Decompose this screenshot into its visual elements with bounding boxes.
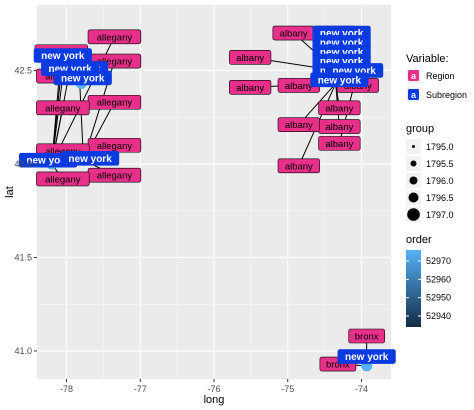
legend-variable-label: Subregion <box>426 90 467 100</box>
label-box <box>318 100 361 116</box>
point-labels: allegany allegany allegany allegany allegany… <box>18 25 396 372</box>
subregion-label: new york <box>68 154 112 165</box>
legend-group: group 1795.0 1795.5 1796.0 1796.5 1797.0 <box>406 123 454 222</box>
label-box <box>53 70 112 86</box>
legend-order-label: 52970 <box>426 256 451 266</box>
legend-order-label: 52960 <box>426 274 451 284</box>
x-tick-label: -77 <box>134 384 147 394</box>
order-colorbar <box>406 250 421 327</box>
legend-variable-title: Variable: <box>406 53 449 65</box>
region-label: albany <box>325 103 353 114</box>
region-label: allegany <box>97 141 133 152</box>
region-label: albany <box>285 120 313 131</box>
x-axis-title: long <box>204 394 225 406</box>
label-box <box>87 29 142 45</box>
subregion-label: new york <box>318 75 362 86</box>
region-label: albany <box>236 53 264 64</box>
legend-size-dot <box>412 145 415 148</box>
label-box <box>229 79 272 95</box>
region-label: allegany <box>45 103 81 114</box>
legend-size-dot <box>407 208 420 221</box>
legend-group-label: 1797.0 <box>426 210 454 220</box>
legend-key-glyph: a <box>411 71 417 81</box>
y-tick-label: 41.0 <box>14 346 32 356</box>
legend-variable-label: Region <box>426 71 455 81</box>
y-tick-label: 42.0 <box>14 159 32 169</box>
subregion-label: new york <box>320 29 364 40</box>
legend-size-dot <box>409 176 418 185</box>
x-tick-label: -78 <box>60 384 73 394</box>
label-box <box>36 100 90 116</box>
region-label: bronx <box>355 331 379 342</box>
subregion-label: new york <box>320 57 364 68</box>
label-box <box>36 171 90 187</box>
x-tick-label: -74 <box>355 384 368 394</box>
region-label: allegany <box>97 32 133 43</box>
y-tick-label: 42.5 <box>14 65 32 75</box>
subregion-label: new york <box>332 66 376 77</box>
label-box <box>318 136 361 151</box>
legend-order: order 52970 52960 52950 52940 <box>406 234 451 327</box>
subregion-label: new york <box>345 352 389 363</box>
legend-order-title: order <box>406 234 432 246</box>
legend-key-swatch <box>408 70 419 81</box>
x-axis: -78 -77 -76 -75 -74 <box>60 379 368 394</box>
subregion-label: new york <box>61 73 105 84</box>
subregion-label: new york <box>49 64 93 75</box>
region-label: albany <box>325 122 353 133</box>
region-label: allegany <box>97 57 133 68</box>
legend-order-label: 52940 <box>426 311 451 321</box>
legend-group-label: 1795.0 <box>426 142 454 152</box>
legend-group-title: group <box>406 123 434 135</box>
subregion-label: new york <box>320 38 364 49</box>
region-label: allegany <box>97 98 133 109</box>
legend-group-label: 1796.0 <box>426 176 454 186</box>
label-box <box>60 151 120 166</box>
region-label: albany <box>325 139 353 150</box>
legend-key-swatch <box>408 89 419 100</box>
label-box <box>277 158 320 174</box>
subregion-label: new york <box>41 51 85 62</box>
legend-group-label: 1795.5 <box>426 159 454 169</box>
y-axis-title: lat <box>4 186 16 198</box>
region-label: albany <box>280 29 308 40</box>
subregion-label: new york <box>320 47 364 58</box>
x-tick-label: -76 <box>207 384 220 394</box>
label-box <box>277 117 320 132</box>
region-label: albany <box>285 81 313 92</box>
y-axis: 41.0 41.5 42.0 42.5 <box>14 65 37 356</box>
label-box <box>229 50 272 65</box>
region-label: allegany <box>45 174 81 185</box>
y-tick-label: 41.5 <box>14 252 32 262</box>
label-box <box>337 349 396 364</box>
region-label: allegany <box>97 171 133 182</box>
x-tick-label: -75 <box>281 384 294 394</box>
subregion-label: new york <box>26 156 70 167</box>
label-box <box>348 328 385 344</box>
region-label: albany <box>236 83 264 94</box>
legend-size-dot <box>410 160 417 167</box>
label-box <box>310 72 369 88</box>
region-label: albany <box>285 161 313 172</box>
legend-key-glyph: a <box>411 90 417 100</box>
legend-size-dot <box>408 192 419 203</box>
region-label: bronx <box>326 360 350 371</box>
legend-order-label: 52950 <box>426 293 451 303</box>
legend-group-label: 1796.5 <box>426 193 454 203</box>
